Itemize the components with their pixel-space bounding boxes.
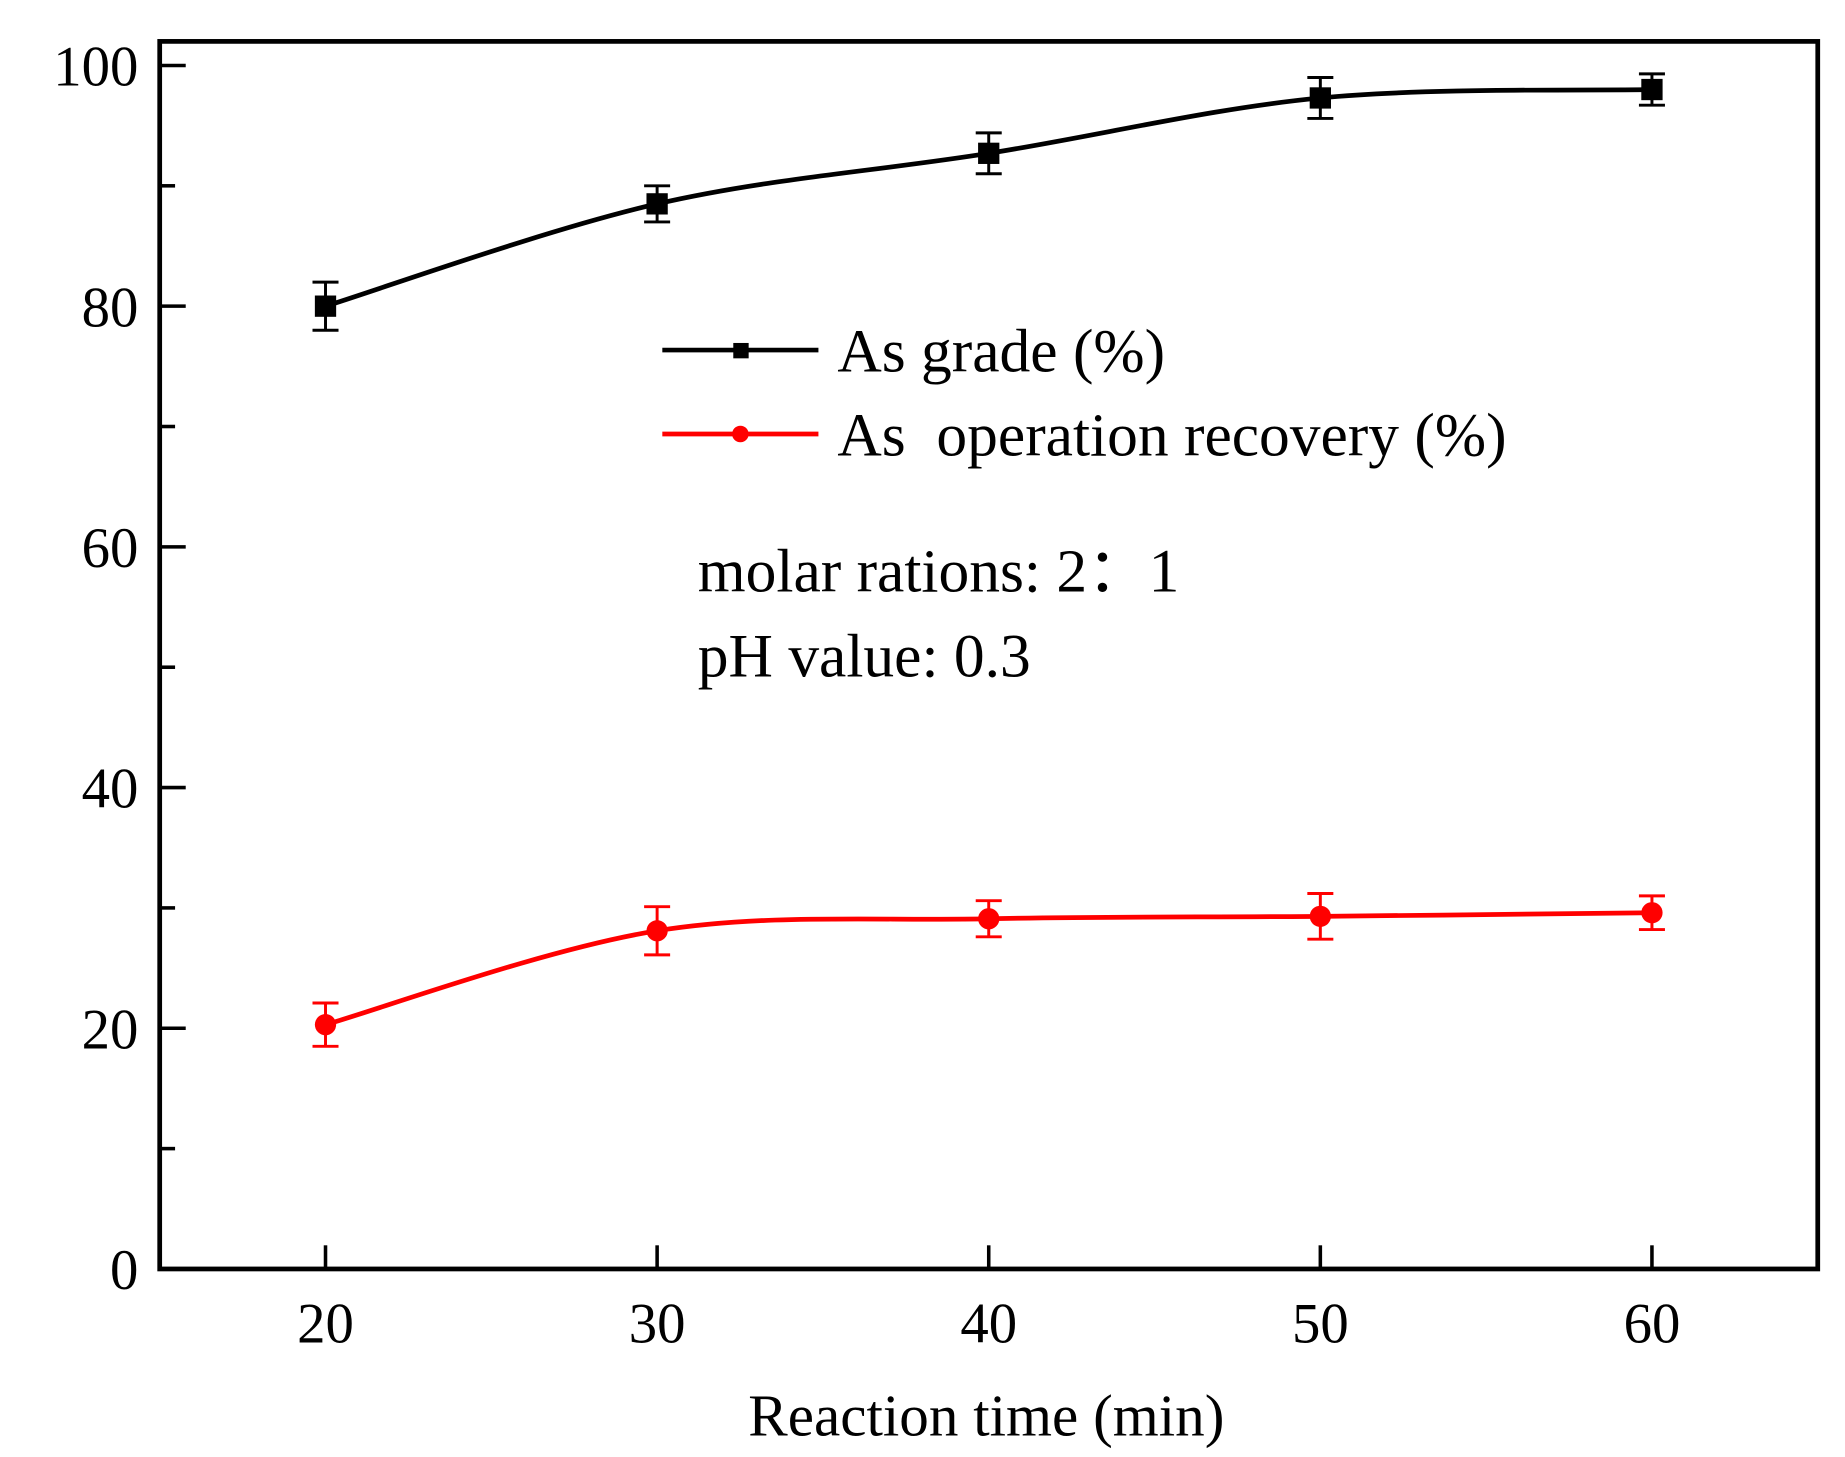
legend: As grade (%) As operation recovery (%) (662, 317, 1507, 469)
data-point-recovery (1309, 905, 1331, 927)
y-tick-label: 0 (110, 1239, 138, 1302)
legend-marker-recovery (732, 425, 749, 443)
annotation-ph-value: pH value: 0.3 (698, 622, 1031, 690)
data-point-grade (1641, 78, 1663, 101)
data-point-grade (978, 142, 1000, 164)
legend-label-recovery: As operation recovery (%) (837, 401, 1506, 469)
data-point-recovery (314, 1014, 337, 1036)
y-tick-label: 20 (82, 998, 139, 1061)
x-tick-label: 60 (1624, 1292, 1681, 1355)
legend-marker-grade (733, 342, 749, 359)
x-tick-label: 30 (629, 1292, 686, 1355)
y-tick-label: 40 (82, 758, 139, 821)
legend-label-grade: As grade (%) (837, 317, 1165, 385)
x-tick-label: 50 (1292, 1292, 1349, 1355)
annotation-molar-ratio: molar rations: 2：1 (698, 537, 1180, 605)
data-point-recovery (978, 908, 1000, 930)
y-tick-label: 100 (53, 36, 138, 99)
data-point-grade (646, 193, 668, 215)
y-tick-label: 80 (82, 276, 139, 339)
x-axis-label: Reaction time (min) (748, 1383, 1224, 1449)
x-tick-label: 20 (297, 1292, 354, 1355)
x-tick-label: 40 (960, 1292, 1017, 1355)
data-point-recovery (646, 920, 668, 942)
series-line-grade (324, 87, 1653, 309)
data-point-recovery (1641, 902, 1663, 924)
data-point-grade (314, 295, 337, 317)
y-tick-label: 60 (82, 517, 139, 580)
data-point-grade (1309, 87, 1331, 109)
